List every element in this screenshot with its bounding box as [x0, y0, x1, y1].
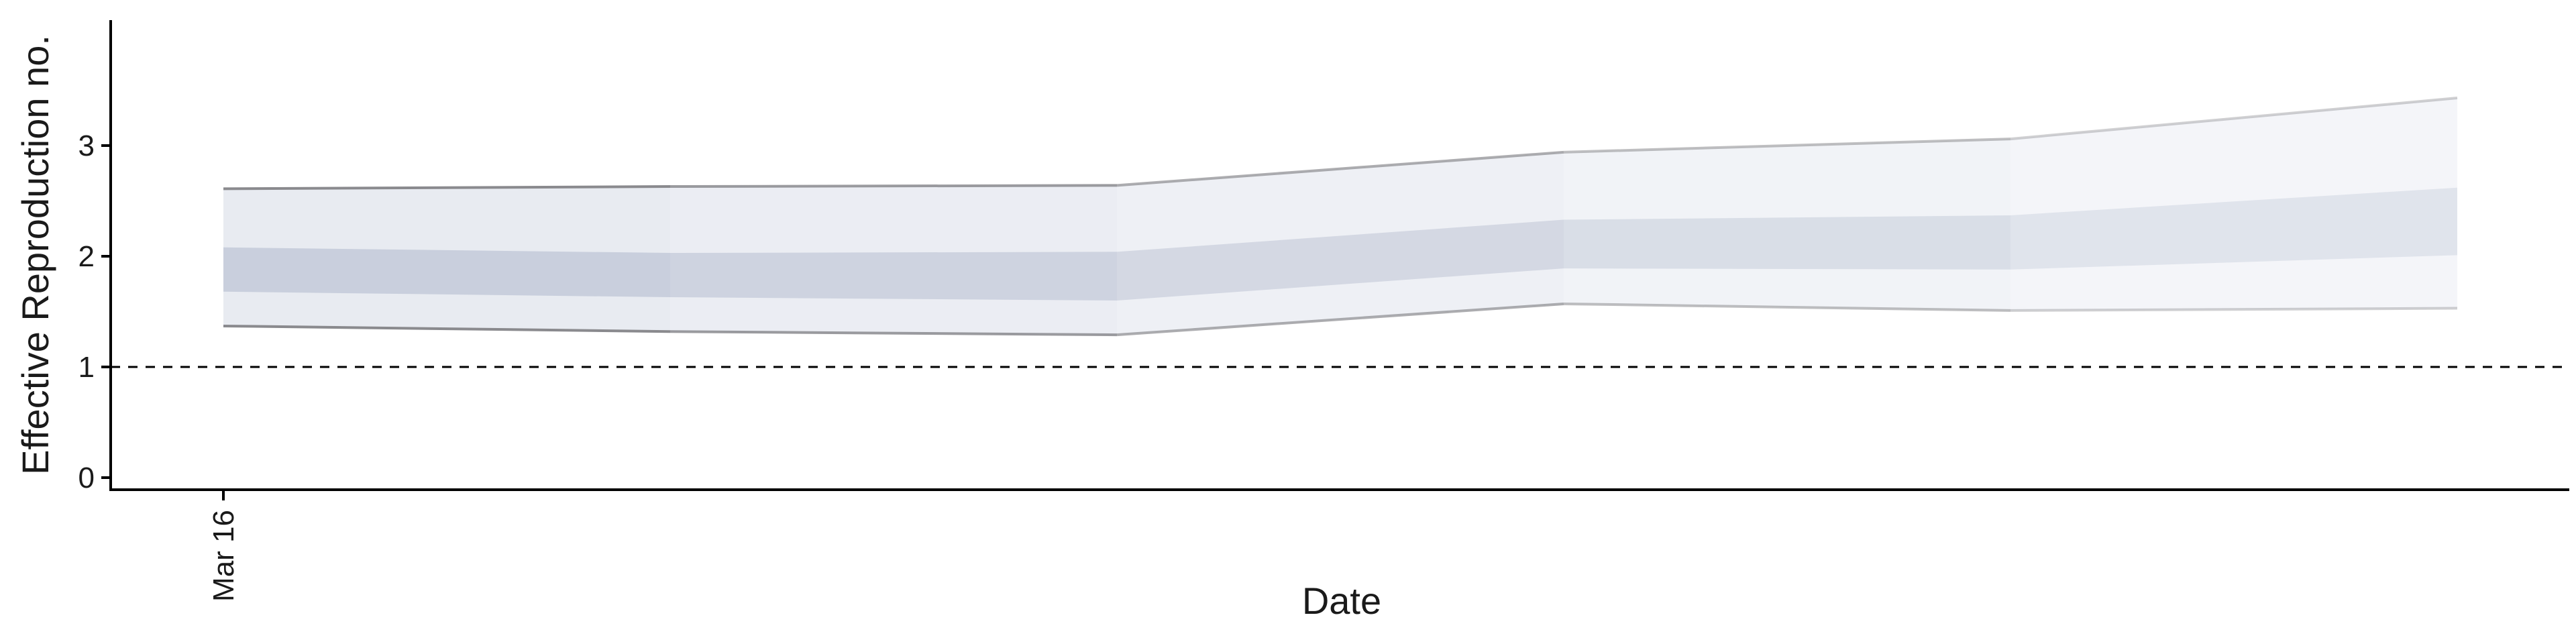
- band-outer-lower-edge-2: [1116, 302, 1564, 337]
- band-inner-segment-3: [1564, 215, 2010, 270]
- band-outer-upper-edge-2: [1116, 150, 1564, 187]
- y-tick-label: 1: [78, 351, 95, 384]
- band-inner-segment-2: [1117, 219, 1564, 301]
- band-outer-upper-edge-1: [669, 184, 1118, 189]
- band-outer-lower-edge-3: [1563, 302, 2011, 312]
- band-outer-segment-4: [2010, 98, 2457, 311]
- band-outer-upper-edge-3: [1563, 138, 2011, 154]
- band-outer-lower-edge-0: [223, 324, 671, 333]
- band-outer-upper-edge-4: [2010, 97, 2458, 141]
- y-axis-title: Effective Reproduction no.: [14, 35, 56, 475]
- y-tick-label: 3: [78, 129, 95, 162]
- band-edge-lines: [223, 97, 2458, 337]
- band-inner-segment-4: [2010, 187, 2457, 270]
- y-tick-label: 2: [78, 240, 95, 273]
- y-tick-label: 0: [78, 462, 95, 494]
- band-outer-lower-edge-4: [2010, 307, 2458, 312]
- x-tick-label: Mar 16: [207, 510, 240, 602]
- x-axis-ticks: Mar 16: [207, 490, 240, 602]
- band-inner-segment-0: [223, 247, 670, 298]
- y-axis-ticks: 0 1 2 3: [78, 129, 111, 494]
- band-outer-upper-edge-0: [223, 185, 671, 191]
- band-outer-lower-edge-1: [669, 330, 1118, 337]
- x-axis-title: Date: [1302, 580, 1381, 622]
- uncertainty-bands: [223, 98, 2457, 335]
- band-inner-segment-1: [670, 252, 1117, 301]
